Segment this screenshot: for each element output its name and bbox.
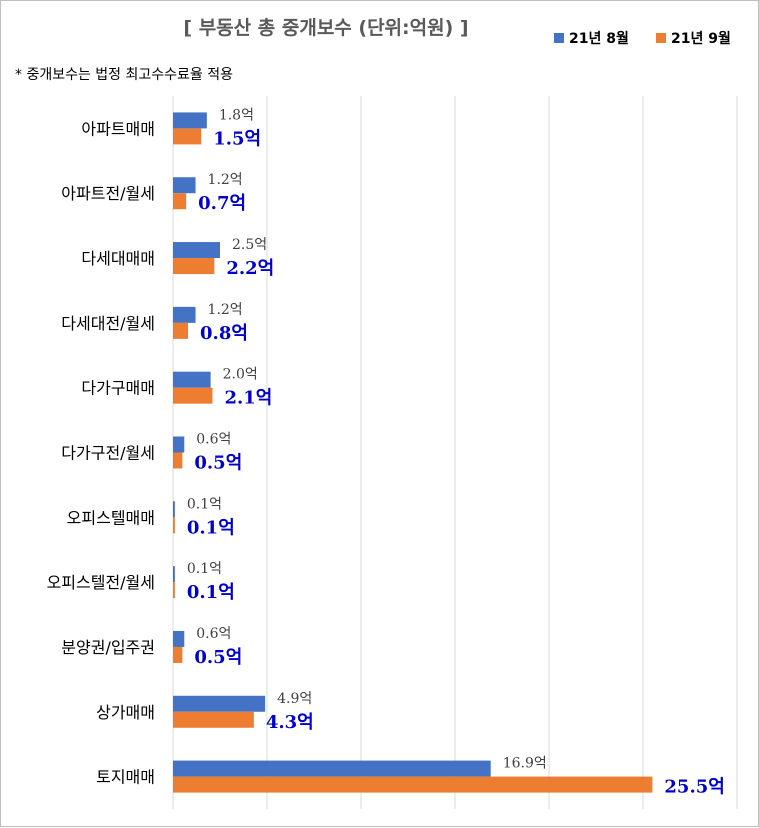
data-label-aug: 1.2억 bbox=[208, 172, 243, 188]
category-label: 오피스텔전/월세 bbox=[47, 573, 155, 592]
bar-sep bbox=[173, 711, 254, 728]
category-label: 분양권/입주권 bbox=[61, 638, 155, 657]
bar-aug bbox=[173, 371, 211, 388]
data-label-aug: 1.8억 bbox=[219, 107, 254, 123]
category-labels: 아파트매매아파트전/월세다세대매매다세대전/월세다가구매매다가구전/월세오피스텔… bbox=[47, 119, 155, 786]
legend-label-aug: 21년 8월 bbox=[569, 30, 629, 47]
bar-aug bbox=[173, 630, 185, 647]
bar-sep bbox=[173, 517, 175, 534]
bar-sep bbox=[173, 646, 183, 663]
bar-aug bbox=[173, 242, 220, 259]
bar-aug bbox=[173, 177, 196, 194]
bar-aug bbox=[173, 306, 196, 323]
data-label-aug: 4.9억 bbox=[277, 691, 312, 707]
data-label-sep: 0.1억 bbox=[187, 517, 235, 538]
bar-aug bbox=[173, 760, 491, 777]
bar-sep bbox=[173, 128, 202, 145]
chart-note: * 중개보수는 법정 최고수수료율 적용 bbox=[15, 67, 233, 83]
bar-aug bbox=[173, 501, 175, 518]
data-label-sep: 0.5억 bbox=[194, 453, 242, 474]
category-label: 다가구전/월세 bbox=[61, 444, 155, 463]
data-label-aug: 1.2억 bbox=[208, 302, 243, 318]
data-label-sep: 0.5억 bbox=[194, 647, 242, 668]
legend: 21년 8월 21년 9월 bbox=[554, 30, 731, 47]
data-label-aug: 16.9억 bbox=[503, 756, 547, 772]
data-label-sep: 25.5억 bbox=[664, 777, 724, 798]
bar-aug bbox=[173, 566, 175, 583]
data-label-sep: 0.7억 bbox=[198, 193, 246, 214]
legend-label-sep: 21년 9월 bbox=[671, 30, 731, 47]
data-label-sep: 0.1억 bbox=[187, 582, 235, 603]
data-label-aug: 2.0억 bbox=[223, 367, 258, 383]
data-label-sep: 2.1억 bbox=[224, 388, 272, 409]
category-label: 상가매매 bbox=[96, 703, 155, 722]
data-label-sep: 1.5억 bbox=[213, 128, 261, 149]
legend-swatch-sep bbox=[656, 33, 666, 43]
bar-sep bbox=[173, 258, 215, 275]
bar-sep bbox=[173, 193, 187, 210]
bars bbox=[173, 112, 653, 793]
bar-aug bbox=[173, 112, 207, 129]
category-label: 다세대전/월세 bbox=[61, 314, 155, 333]
bar-aug bbox=[173, 695, 266, 712]
data-label-aug: 0.6억 bbox=[196, 432, 231, 448]
category-label: 토지매매 bbox=[96, 768, 155, 787]
category-label: 다가구매매 bbox=[81, 379, 155, 398]
category-label: 오피스텔매매 bbox=[67, 508, 155, 527]
legend-swatch-aug bbox=[554, 33, 564, 43]
bar-aug bbox=[173, 436, 185, 453]
category-label: 다세대매매 bbox=[81, 249, 155, 268]
gridlines bbox=[172, 96, 738, 809]
chart-title: [ 부동산 총 중개보수 (단위:억원) ] bbox=[183, 17, 468, 39]
bar-sep bbox=[173, 776, 653, 793]
data-labels: 1.8억 1.5억 1.2억 0.7억 2.5억 2.2억 1.2억 0.8억 2.0억 2.1억… bbox=[187, 107, 725, 797]
bar-sep bbox=[173, 582, 175, 599]
bar-sep bbox=[173, 387, 213, 404]
data-label-aug: 2.5억 bbox=[232, 237, 267, 253]
bar-sep bbox=[173, 452, 183, 469]
data-label-sep: 4.3억 bbox=[266, 712, 314, 733]
data-label-aug: 0.1억 bbox=[187, 496, 222, 512]
bar-sep bbox=[173, 322, 189, 339]
data-label-aug: 0.6억 bbox=[196, 626, 231, 642]
category-label: 아파트전/월세 bbox=[61, 184, 155, 203]
category-label: 아파트매매 bbox=[81, 119, 155, 138]
data-label-sep: 2.2억 bbox=[226, 258, 274, 279]
data-label-aug: 0.1억 bbox=[187, 561, 222, 577]
data-label-sep: 0.8억 bbox=[200, 323, 248, 344]
